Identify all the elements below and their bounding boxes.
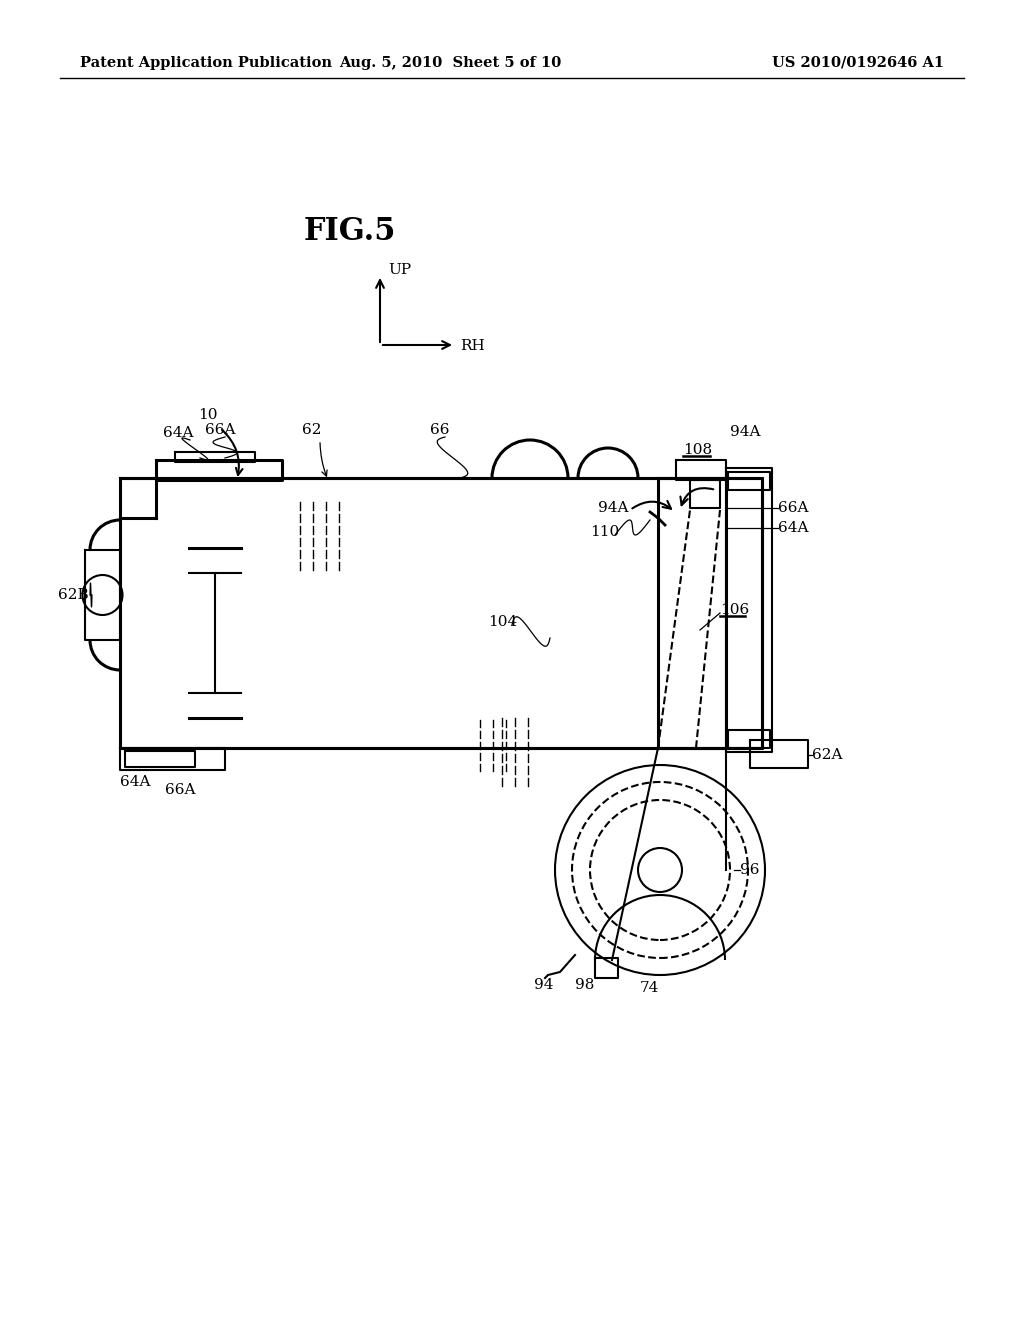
Text: 66A: 66A xyxy=(165,783,196,797)
Text: 96: 96 xyxy=(740,863,760,876)
Text: 104: 104 xyxy=(488,615,517,630)
Text: Aug. 5, 2010  Sheet 5 of 10: Aug. 5, 2010 Sheet 5 of 10 xyxy=(339,55,561,70)
Text: 10: 10 xyxy=(198,408,217,422)
Text: 110: 110 xyxy=(590,525,620,539)
Text: 66: 66 xyxy=(430,422,450,437)
Text: Patent Application Publication: Patent Application Publication xyxy=(80,55,332,70)
Text: 64A: 64A xyxy=(163,426,194,440)
Text: FIG.5: FIG.5 xyxy=(304,216,396,248)
Text: 66A: 66A xyxy=(205,422,236,437)
Text: 108: 108 xyxy=(683,444,712,457)
Text: 64A: 64A xyxy=(778,521,809,535)
Text: 62A: 62A xyxy=(812,748,843,762)
Text: 62: 62 xyxy=(302,422,322,437)
Text: 106: 106 xyxy=(720,603,750,616)
Text: 64A: 64A xyxy=(120,775,151,789)
Text: 62B: 62B xyxy=(58,587,89,602)
Text: 94: 94 xyxy=(534,978,554,993)
Text: 98: 98 xyxy=(575,978,594,993)
Text: 94A: 94A xyxy=(730,425,761,440)
Text: RH: RH xyxy=(460,339,484,352)
Text: 74: 74 xyxy=(640,981,659,995)
Text: 94A: 94A xyxy=(598,502,629,515)
Text: US 2010/0192646 A1: US 2010/0192646 A1 xyxy=(772,55,944,70)
Text: 66A: 66A xyxy=(778,502,809,515)
Text: UP: UP xyxy=(388,263,411,277)
